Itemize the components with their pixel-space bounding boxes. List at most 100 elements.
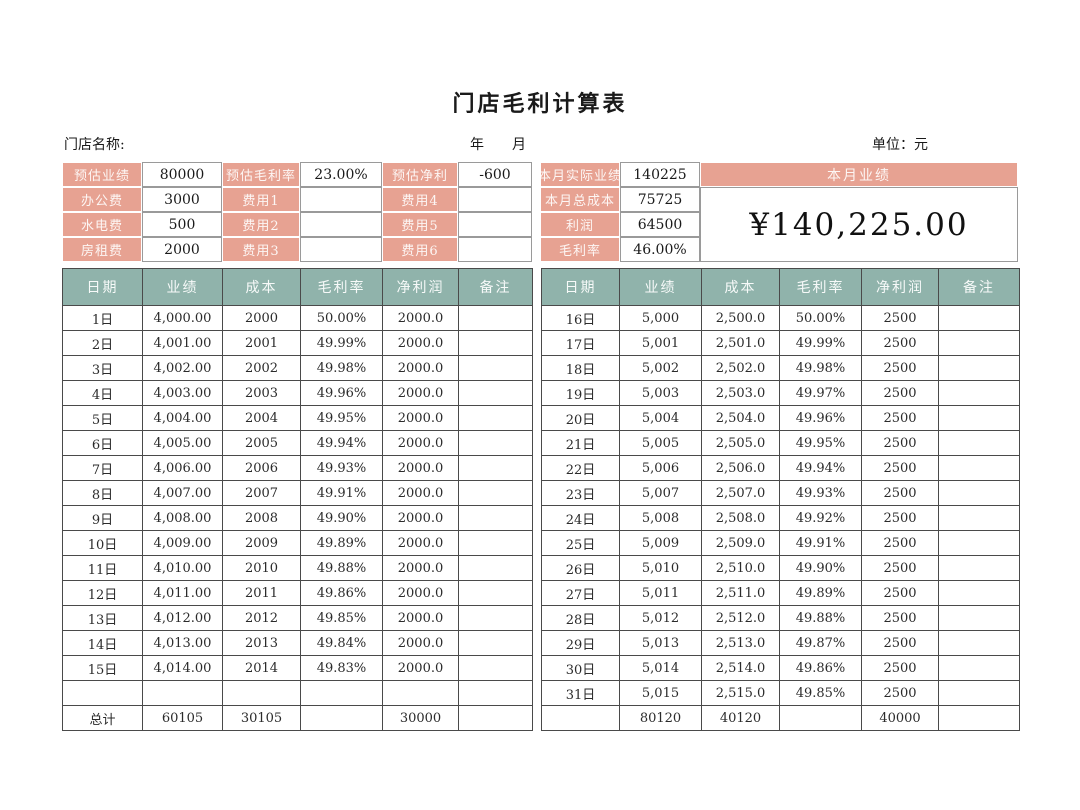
summary-right-grid: 本月实际业绩 140225 本月总成本 75725 利润 64500 毛利率 46.00% xyxy=(540,162,700,262)
cell xyxy=(458,605,533,631)
cell: 2000 xyxy=(222,305,301,331)
table-row: 26日 5,010 2,510.0 49.90% 2500 xyxy=(541,555,1020,581)
table-row: 20日 5,004 2,504.0 49.96% 2500 xyxy=(541,405,1020,431)
cell: 2500 xyxy=(861,405,939,431)
summary-label-cell: 水电费 xyxy=(62,212,142,237)
column-header: 毛利率 xyxy=(779,268,862,306)
cell: 2500 xyxy=(861,455,939,481)
cell: 49.89% xyxy=(779,580,862,606)
cell: 49.95% xyxy=(779,430,862,456)
cell: 2,506.0 xyxy=(701,455,780,481)
table-row: 14日 4,013.00 2013 49.84% 2000.0 xyxy=(62,630,533,656)
cell: 2,515.0 xyxy=(701,680,780,706)
cell: 5,004 xyxy=(619,405,702,431)
table-row: 23日 5,007 2,507.0 49.93% 2500 xyxy=(541,480,1020,506)
summary-value-cell xyxy=(458,187,532,212)
cell: 2500 xyxy=(861,530,939,556)
cell: 2000.0 xyxy=(382,505,459,531)
table-row: 11日 4,010.00 2010 49.88% 2000.0 xyxy=(62,555,533,581)
cell: 4,007.00 xyxy=(142,480,223,506)
cell: 20日 xyxy=(541,405,620,431)
cell: 49.93% xyxy=(300,455,383,481)
cell: 5,002 xyxy=(619,355,702,381)
cell: 2,501.0 xyxy=(701,330,780,356)
cell: 2,502.0 xyxy=(701,355,780,381)
cell: 5,015 xyxy=(619,680,702,706)
cell: 5日 xyxy=(62,405,143,431)
cell: 5,006 xyxy=(619,455,702,481)
cell: 2001 xyxy=(222,330,301,356)
table-row: 27日 5,011 2,511.0 49.89% 2500 xyxy=(541,580,1020,606)
table-row: 31日 5,015 2,515.0 49.85% 2500 xyxy=(541,680,1020,706)
daily-table-days-16-31: 日期 业绩 成本 毛利率 净利润 备注 16日 5,000 2,500.0 50.00% 2500… xyxy=(541,268,1020,731)
cell: 49.85% xyxy=(779,680,862,706)
cell: 49.92% xyxy=(779,505,862,531)
cell: 2,512.0 xyxy=(701,605,780,631)
cell xyxy=(62,680,143,706)
cell: 5,005 xyxy=(619,430,702,456)
cell: 49.94% xyxy=(779,455,862,481)
cell: 5,013 xyxy=(619,630,702,656)
column-header: 备注 xyxy=(938,268,1020,306)
cell: 49.90% xyxy=(300,505,383,531)
cell: 28日 xyxy=(541,605,620,631)
cell: 49.99% xyxy=(779,330,862,356)
cell: 2000.0 xyxy=(382,630,459,656)
cell: 2000.0 xyxy=(382,480,459,506)
cell: 12日 xyxy=(62,580,143,606)
column-header: 净利润 xyxy=(382,268,459,306)
cell: 4,014.00 xyxy=(142,655,223,681)
summary-label-cell: 费用4 xyxy=(382,187,458,212)
table-row: 15日 4,014.00 2014 49.83% 2000.0 xyxy=(62,655,533,681)
summary-block: 预估业绩 80000 预估毛利率 23.00% 预估净利 -600 办公费 3000 费用1 费用… xyxy=(62,162,1018,262)
cell xyxy=(458,355,533,381)
cell: 1日 xyxy=(62,305,143,331)
table-row: 13日 4,012.00 2012 49.85% 2000.0 xyxy=(62,605,533,631)
cell: 4,003.00 xyxy=(142,380,223,406)
summary-value-cell: 64500 xyxy=(620,212,700,237)
cell: 27日 xyxy=(541,580,620,606)
cell xyxy=(222,680,301,706)
cell: 4,002.00 xyxy=(142,355,223,381)
cell: 2500 xyxy=(861,480,939,506)
cell: 50.00% xyxy=(779,305,862,331)
cell xyxy=(458,630,533,656)
cell: 49.86% xyxy=(300,580,383,606)
summary-label-cell: 办公费 xyxy=(62,187,142,212)
cell: 5,009 xyxy=(619,530,702,556)
cell: 4,011.00 xyxy=(142,580,223,606)
column-header: 毛利率 xyxy=(300,268,383,306)
summary-value-cell xyxy=(458,237,532,262)
cell: 4,009.00 xyxy=(142,530,223,556)
cell: 15日 xyxy=(62,655,143,681)
cell xyxy=(938,555,1020,581)
summary-value-cell: 3000 xyxy=(142,187,222,212)
cell: 9日 xyxy=(62,505,143,531)
cell: 49.89% xyxy=(300,530,383,556)
cell: 5,007 xyxy=(619,480,702,506)
cell xyxy=(458,380,533,406)
cell: 11日 xyxy=(62,555,143,581)
cell: 2000.0 xyxy=(382,530,459,556)
info-row: 门店名称: 年 月 单位：元 xyxy=(62,134,1018,154)
cell: 2日 xyxy=(62,330,143,356)
daily-table-days-1-15: 日期 业绩 成本 毛利率 净利润 备注 1日 4,000.00 2000 50.00% 2000.… xyxy=(62,268,533,731)
cell: 2,513.0 xyxy=(701,630,780,656)
cell xyxy=(300,680,383,706)
cell: 6日 xyxy=(62,430,143,456)
cell: 49.94% xyxy=(300,430,383,456)
summary-value-cell: -600 xyxy=(458,162,532,187)
cell xyxy=(938,680,1020,706)
column-header: 业绩 xyxy=(142,268,223,306)
cell: 5,011 xyxy=(619,580,702,606)
table-row: 10日 4,009.00 2009 49.89% 2000.0 xyxy=(62,530,533,556)
column-header: 成本 xyxy=(222,268,301,306)
cell xyxy=(458,330,533,356)
cell: 2000.0 xyxy=(382,455,459,481)
cell: 2,511.0 xyxy=(701,580,780,606)
cell xyxy=(458,530,533,556)
table-row: 18日 5,002 2,502.0 49.98% 2500 xyxy=(541,355,1020,381)
table-row: 30日 5,014 2,514.0 49.86% 2500 xyxy=(541,655,1020,681)
cell: 2000.0 xyxy=(382,605,459,631)
cell: 总计 xyxy=(62,705,143,731)
